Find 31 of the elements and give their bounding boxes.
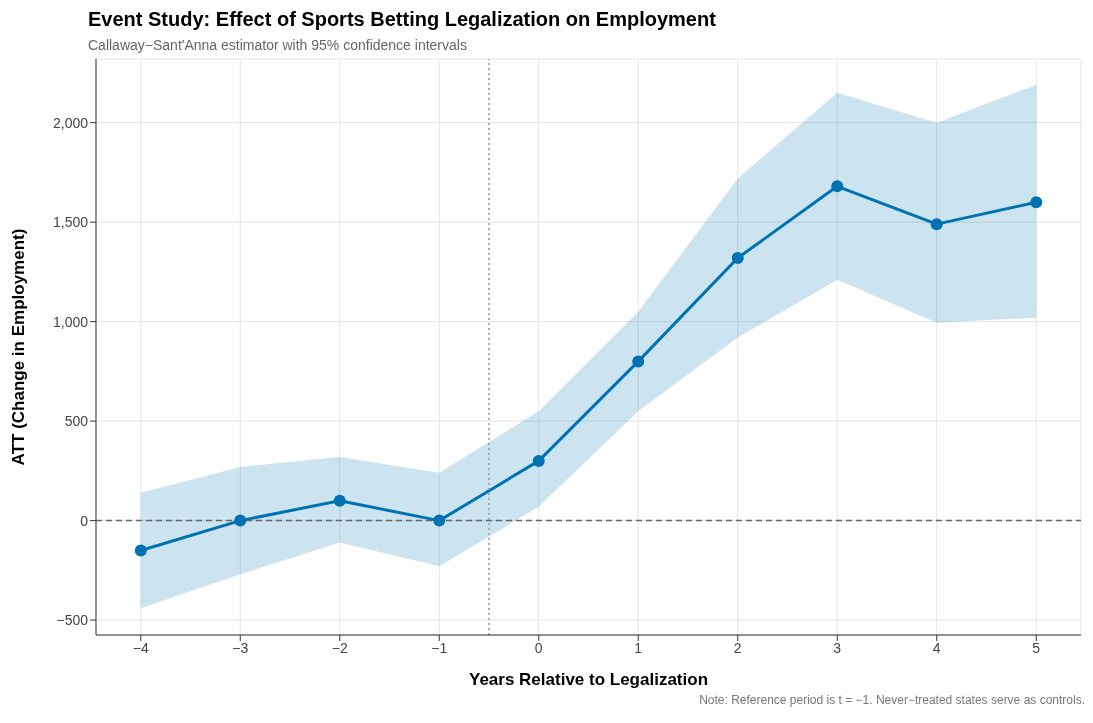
point bbox=[831, 180, 844, 193]
x-tick-label: −1 bbox=[431, 639, 448, 656]
x-tick-label: 4 bbox=[932, 639, 941, 656]
y-tick-label: 2,000 bbox=[52, 114, 89, 131]
point bbox=[731, 251, 744, 264]
point bbox=[1030, 196, 1043, 209]
x-tick-label: −4 bbox=[132, 639, 149, 656]
point bbox=[532, 454, 545, 467]
x-tick-label: 0 bbox=[534, 639, 543, 656]
y-tick-label: 500 bbox=[64, 413, 89, 430]
point bbox=[234, 514, 247, 527]
x-tick-label: −2 bbox=[331, 639, 348, 656]
point bbox=[433, 514, 446, 527]
point bbox=[134, 544, 147, 557]
point bbox=[333, 494, 346, 507]
point bbox=[930, 218, 943, 231]
y-tick-label: −500 bbox=[56, 612, 89, 629]
y-tick-label: 0 bbox=[80, 512, 89, 529]
chart-title: Event Study: Effect of Sports Betting Legalization on Employment bbox=[88, 8, 717, 31]
x-tick-label: 1 bbox=[634, 639, 643, 656]
x-tick-label: −3 bbox=[232, 639, 249, 656]
y-tick-label: 1,500 bbox=[52, 214, 89, 231]
x-tick-label: 3 bbox=[833, 639, 842, 656]
point bbox=[632, 355, 645, 368]
text: Note: Reference period is t = −1. Never−treated states serve as controls. bbox=[698, 693, 1085, 707]
x-axis-title: Years Relative to Legalization bbox=[468, 670, 709, 689]
y-tick-label: 1,000 bbox=[52, 313, 89, 330]
x-tick-label: 2 bbox=[733, 639, 742, 656]
chart-subtitle: Callaway−Sant'Anna estimator with 95% confidence intervals bbox=[88, 37, 468, 53]
x-tick-label: 5 bbox=[1032, 639, 1041, 656]
y-axis-title: ATT (Change in Employment) bbox=[9, 228, 29, 466]
